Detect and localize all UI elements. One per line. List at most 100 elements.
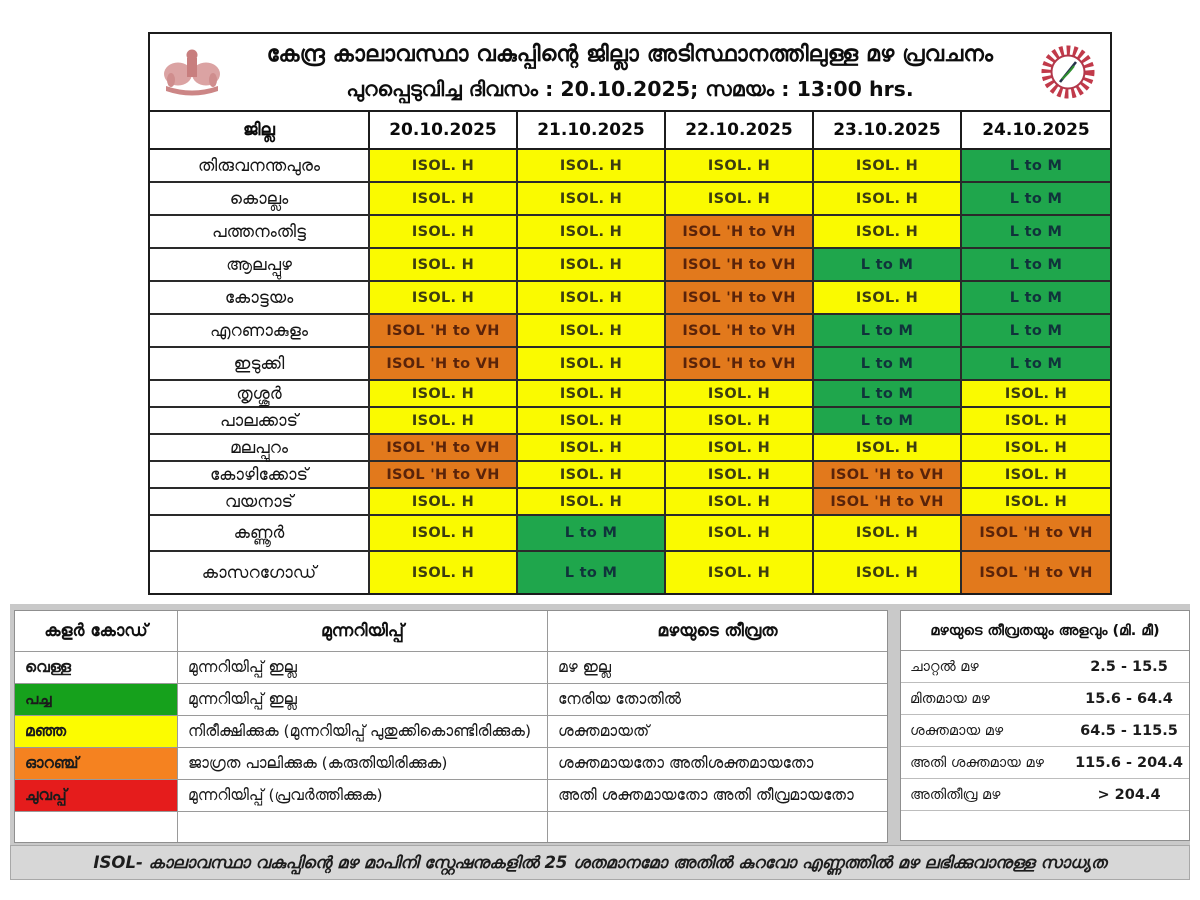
forecast-cell: ISOL. H — [962, 489, 1110, 514]
color-swatch-green: പച്ച — [15, 684, 178, 715]
district-name: തൃശ്ശൂർ — [150, 381, 370, 406]
forecast-cell: L to M — [518, 552, 666, 593]
district-name: കോട്ടയം — [150, 282, 370, 313]
legend-intensity-text: ശക്തമായത് — [558, 722, 650, 740]
forecast-cell: L to M — [814, 408, 962, 433]
date-header: 24.10.2025 — [982, 120, 1090, 140]
forecast-cell: ISOL. H — [370, 489, 518, 514]
forecast-cell: ISOL. H — [814, 150, 962, 181]
table-row: കാസറഗോഡ് ISOL. H L to M ISOL. H ISOL. H … — [150, 552, 1110, 593]
forecast-cell: ISOL 'H to VH — [370, 462, 518, 487]
forecast-cell: ISOL 'H to VH — [666, 216, 814, 247]
rainfall-amount-table: മഴയുടെ തീവ്രതയും അളവും (മി. മീ) ചാറ്റൽ മ… — [900, 610, 1190, 841]
forecast-cell: ISOL. H — [518, 150, 666, 181]
legend-header-intensity: മഴയുടെ തീവ്രത — [657, 621, 778, 641]
legend-row: ചുവപ്പ് മുന്നറിയിപ്പ് (പ്രവർത്തിക്കുക) അ… — [15, 780, 887, 812]
table-row: തിരുവനന്തപുരം ISOL. H ISOL. H ISOL. H IS… — [150, 150, 1110, 183]
rain-type-label: അതിതീവ്ര മഴ — [910, 786, 1001, 803]
district-name: മലപ്പുറം — [150, 435, 370, 460]
isol-footnote: ISOL- കാലാവസ്ഥാ വകുപ്പിന്റെ മഴ മാപിനി സ്… — [93, 852, 1107, 872]
legend-intensity-text: നേരിയ തോതിൽ — [558, 690, 682, 708]
legend-header-row: കളർ കോഡ് മുന്നറിയിപ്പ് മഴയുടെ തീവ്രത — [15, 611, 887, 652]
forecast-cell: L to M — [518, 516, 666, 550]
forecast-cell: ISOL 'H to VH — [666, 315, 814, 346]
amount-row: ചാറ്റൽ മഴ 2.5 - 15.5 — [901, 651, 1189, 683]
date-header: 22.10.2025 — [666, 112, 814, 148]
rain-type-label: അതി ശക്തമായ മഴ — [910, 754, 1044, 771]
legend-intensity-text: മഴ ഇല്ല — [558, 658, 612, 676]
table-row: ഇടുക്കി ISOL 'H to VH ISOL. H ISOL 'H to… — [150, 348, 1110, 381]
forecast-cell: ISOL 'H to VH — [962, 516, 1110, 550]
forecast-cell: L to M — [962, 282, 1110, 313]
table-row: കോട്ടയം ISOL. H ISOL. H ISOL 'H to VH IS… — [150, 282, 1110, 315]
forecast-cell: ISOL. H — [370, 150, 518, 181]
forecast-cell: ISOL. H — [370, 282, 518, 313]
forecast-cell: ISOL 'H to VH — [370, 435, 518, 460]
legend-warning-text: നിരീക്ഷിക്കുക (മുന്നറിയിപ്പ് പുതുക്കികൊണ… — [178, 716, 548, 747]
legend-warning-text: മുന്നറിയിപ്പ് (പ്രവർത്തിക്കുക) — [178, 780, 548, 811]
amount-table-header: മഴയുടെ തീവ്രതയും അളവും (മി. മീ) — [901, 611, 1189, 651]
forecast-cell: ISOL. H — [370, 381, 518, 406]
forecast-cell: ISOL. H — [518, 408, 666, 433]
forecast-cell: ISOL. H — [518, 249, 666, 280]
forecast-cell: ISOL. H — [370, 516, 518, 550]
forecast-cell: ISOL 'H to VH — [666, 249, 814, 280]
table-row: കണ്ണൂർ ISOL. H L to M ISOL. H ISOL. H IS… — [150, 516, 1110, 552]
forecast-cell: ISOL. H — [370, 408, 518, 433]
forecast-cell: ISOL. H — [518, 381, 666, 406]
forecast-cell: ISOL. H — [666, 489, 814, 514]
legend-header-color-code: കളർ കോഡ് — [15, 611, 178, 651]
legend-empty-row — [15, 812, 887, 842]
district-name: പാലക്കാട് — [150, 408, 370, 433]
amount-row: മിതമായ മഴ 15.6 - 64.4 — [901, 683, 1189, 715]
forecast-cell: ISOL. H — [814, 282, 962, 313]
table-row: കൊല്ലം ISOL. H ISOL. H ISOL. H ISOL. H L… — [150, 183, 1110, 216]
forecast-cell: ISOL. H — [666, 552, 814, 593]
table-row: കോഴിക്കോട് ISOL 'H to VH ISOL. H ISOL. H… — [150, 462, 1110, 489]
table-row: തൃശ്ശൂർ ISOL. H ISOL. H ISOL. H L to M I… — [150, 381, 1110, 408]
forecast-cell: ISOL. H — [962, 408, 1110, 433]
forecast-cell: L to M — [962, 315, 1110, 346]
forecast-cell: ISOL. H — [518, 348, 666, 379]
date-header-row: ജില്ല 20.10.2025 21.10.2025 22.10.2025 2… — [150, 112, 1110, 150]
rain-type-label: ചാറ്റൽ മഴ — [910, 658, 979, 675]
amount-row: അതി ശക്തമായ മഴ 115.6 - 204.4 — [901, 747, 1189, 779]
forecast-cell: ISOL. H — [814, 216, 962, 247]
forecast-cell: ISOL. H — [666, 462, 814, 487]
forecast-cell: ISOL. H — [518, 216, 666, 247]
district-name: കാസറഗോഡ് — [150, 552, 370, 593]
forecast-cell: ISOL 'H to VH — [814, 489, 962, 514]
forecast-cell: ISOL. H — [518, 282, 666, 313]
forecast-cell: ISOL. H — [666, 408, 814, 433]
forecast-cell: L to M — [962, 216, 1110, 247]
amount-empty-row — [901, 811, 1189, 840]
forecast-cell: ISOL. H — [814, 435, 962, 460]
page-title: കേന്ദ്ര കാലാവസ്ഥാ വകുപ്പിന്റെ ജില്ലാ അടി… — [228, 39, 1032, 105]
forecast-cell: ISOL. H — [518, 435, 666, 460]
legend-row: മഞ്ഞ നിരീക്ഷിക്കുക (മുന്നറിയിപ്പ് പുതുക്… — [15, 716, 887, 748]
forecast-cell: L to M — [962, 183, 1110, 214]
table-row: ആലപ്പുഴ ISOL. H ISOL. H ISOL 'H to VH L … — [150, 249, 1110, 282]
forecast-cell: ISOL. H — [666, 183, 814, 214]
title-bar: കേന്ദ്ര കാലാവസ്ഥാ വകുപ്പിന്റെ ജില്ലാ അടി… — [150, 34, 1110, 112]
forecast-cell: ISOL. H — [962, 381, 1110, 406]
forecast-cell: ISOL. H — [370, 216, 518, 247]
color-code-legend-table: കളർ കോഡ് മുന്നറിയിപ്പ് മഴയുടെ തീവ്രത വെള… — [14, 610, 888, 843]
legend-header-warning: മുന്നറിയിപ്പ് — [178, 611, 548, 651]
date-header: 20.10.2025 — [370, 112, 518, 148]
district-name: കോഴിക്കോട് — [150, 462, 370, 487]
amount-row: അതിതീവ്ര മഴ > 204.4 — [901, 779, 1189, 811]
forecast-cell: L to M — [814, 381, 962, 406]
forecast-cell: ISOL. H — [518, 489, 666, 514]
table-row: മലപ്പുറം ISOL 'H to VH ISOL. H ISOL. H I… — [150, 435, 1110, 462]
district-name: ഇടുക്കി — [150, 348, 370, 379]
forecast-cell: ISOL. H — [962, 462, 1110, 487]
forecast-cell: ISOL 'H to VH — [370, 348, 518, 379]
title-line-1: കേന്ദ്ര കാലാവസ്ഥാ വകുപ്പിന്റെ ജില്ലാ അടി… — [266, 42, 994, 68]
district-column-header: ജില്ല — [150, 112, 370, 148]
district-name: വയനാട് — [150, 489, 370, 514]
rain-type-label: മിതമായ മഴ — [910, 690, 990, 707]
amount-row: ശക്തമായ മഴ 64.5 - 115.5 — [901, 715, 1189, 747]
rain-range-value: 115.6 - 204.4 — [1075, 754, 1183, 771]
legend-warning-text: ജാഗ്രത പാലിക്കുക (കരുതിയിരിക്കുക) — [178, 748, 548, 779]
